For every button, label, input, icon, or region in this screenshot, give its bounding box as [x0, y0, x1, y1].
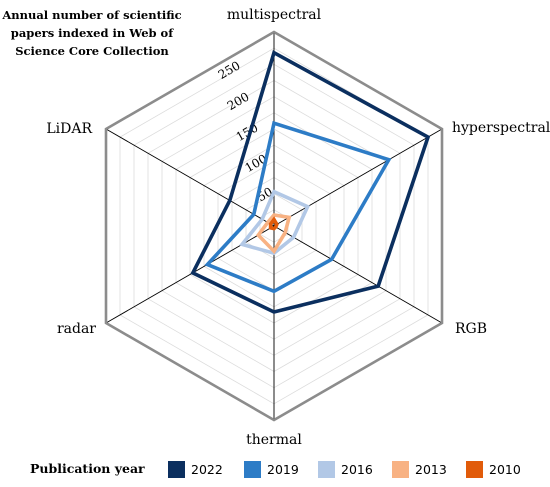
chart-title-line-1: Annual number of scientific: [1, 8, 181, 22]
radar-axes: [105, 32, 443, 420]
legend-label-2019: 2019: [267, 462, 299, 477]
legend-swatch-2022: [168, 461, 185, 478]
axis-label-LiDAR: LiDAR: [46, 121, 92, 137]
legend-swatch-2010: [466, 461, 483, 478]
radar-series: [190, 50, 431, 314]
outer-hexagon: [104, 30, 444, 422]
legend-label-2022: 2022: [191, 462, 223, 477]
axis-spoke: [273, 225, 443, 324]
radial-tick-label: 200: [225, 89, 252, 113]
axis-spoke: [273, 128, 443, 227]
axis-label-radar: radar: [57, 321, 96, 337]
chart-title: Annual number of scientific papers index…: [1, 8, 181, 58]
legend-swatch-2016: [318, 461, 335, 478]
legend-swatch-2013: [392, 461, 409, 478]
radar-outer-frame: [104, 30, 444, 422]
axis-label-thermal: thermal: [246, 432, 302, 448]
series-2010: [268, 216, 279, 231]
legend: Publication year 2022 2019 2016 2013 2010: [30, 461, 521, 478]
series-2022: [190, 50, 431, 314]
axis-spoke: [105, 128, 275, 227]
axis-label-RGB: RGB: [455, 321, 487, 337]
legend-label-2013: 2013: [415, 462, 447, 477]
axis-label-hyperspectral: hyperspectral: [452, 120, 550, 136]
axis-label-multispectral: multispectral: [227, 7, 322, 23]
chart-title-line-3: Science Core Collection: [15, 44, 169, 58]
legend-label-2010: 2010: [489, 462, 521, 477]
legend-swatch-2019: [244, 461, 261, 478]
legend-label-2016: 2016: [341, 462, 373, 477]
axis-labels: multispectral hyperspectral RGB thermal rada…: [46, 7, 550, 448]
series-2013: [255, 213, 292, 255]
chart-title-line-2: papers indexed in Web of: [11, 26, 174, 40]
legend-title: Publication year: [30, 461, 145, 476]
series-2019: [204, 120, 392, 294]
